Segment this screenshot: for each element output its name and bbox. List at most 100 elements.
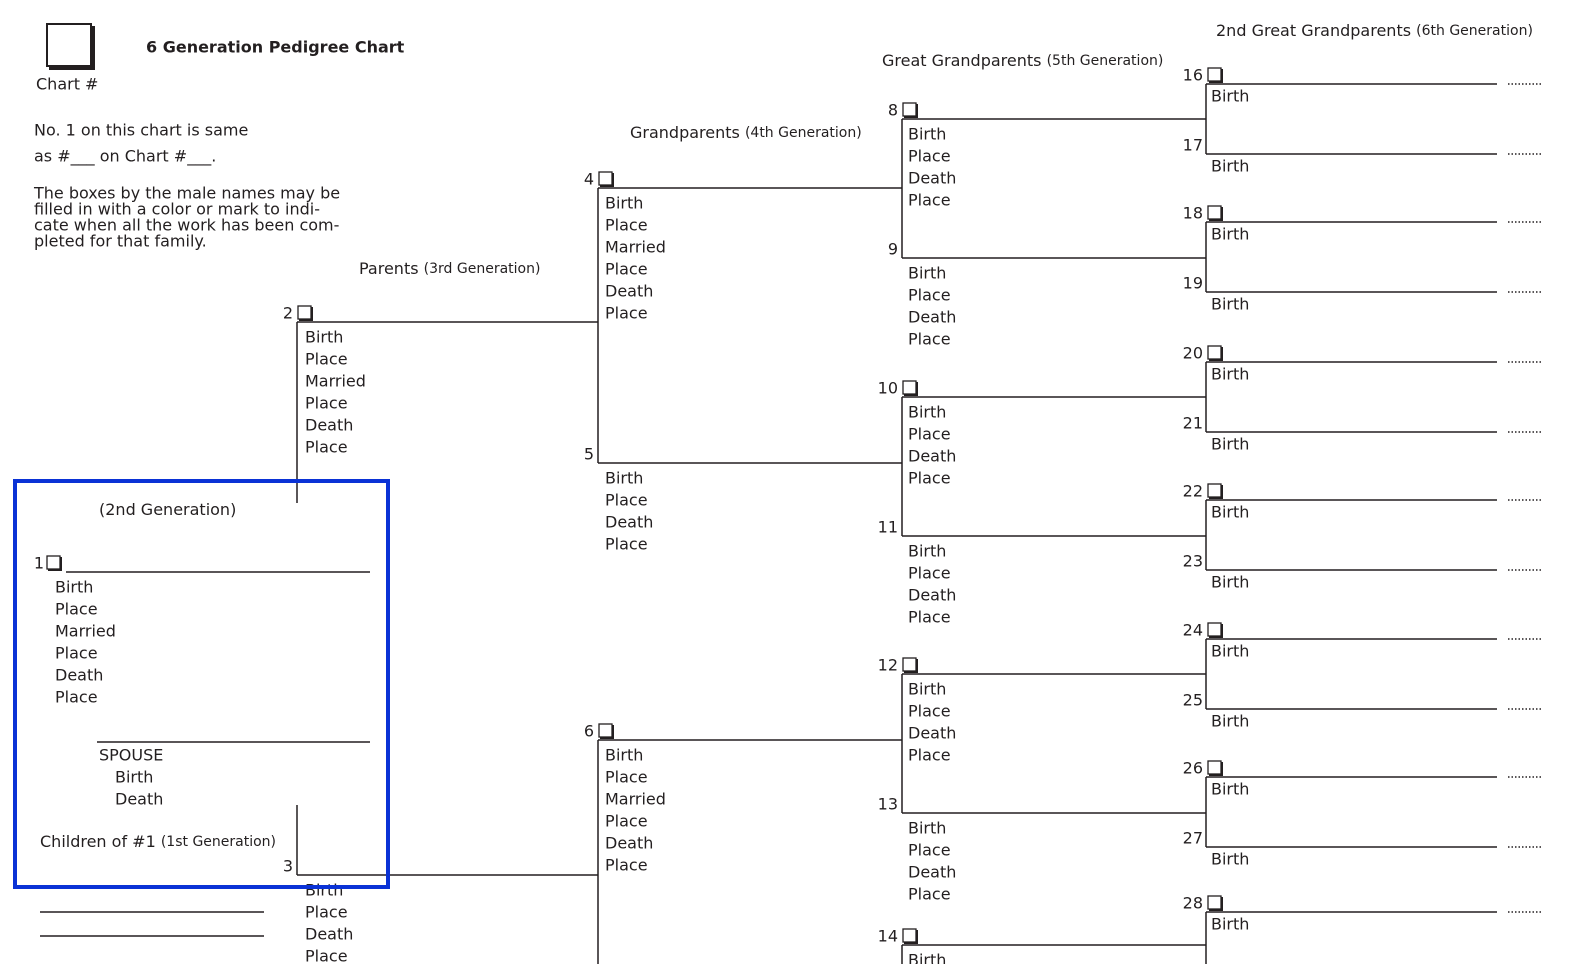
field-label: Place — [305, 394, 348, 413]
field-label: Birth — [1211, 295, 1249, 314]
person-number: 5 — [584, 445, 594, 464]
checkbox[interactable] — [902, 928, 917, 943]
field-label: Death — [305, 416, 353, 435]
person-number: 24 — [1183, 621, 1203, 640]
person-number: 27 — [1183, 829, 1203, 848]
field-label: Place — [605, 535, 648, 554]
person-number: 13 — [878, 795, 898, 814]
person-number: 23 — [1183, 552, 1203, 571]
checkbox-shadow — [904, 930, 918, 944]
checkbox[interactable] — [297, 305, 312, 320]
checkbox-shadow — [1209, 762, 1223, 776]
field-label: Birth — [908, 951, 946, 964]
field-label: Place — [605, 768, 648, 787]
field-label: Place — [605, 304, 648, 323]
checkbox[interactable] — [1207, 345, 1222, 360]
spouse-field: Death — [115, 790, 163, 809]
field-label: Death — [605, 513, 653, 532]
field-label: Death — [908, 169, 956, 188]
field-label: Place — [908, 147, 951, 166]
person-number: 17 — [1183, 136, 1203, 155]
field-label: Place — [908, 330, 951, 349]
checkbox-shadow — [904, 659, 918, 673]
instruction-line: cate when all the work has been com- — [34, 216, 339, 235]
checkbox[interactable] — [598, 723, 613, 738]
spouse-field: Birth — [115, 768, 153, 787]
checkbox-shadow — [1209, 347, 1223, 361]
field-label: Birth — [908, 125, 946, 144]
field-label: Death — [908, 447, 956, 466]
page-title: 6 Generation Pedigree Chart — [146, 38, 405, 57]
note-line: No. 1 on this chart is same — [34, 121, 248, 140]
field-label: Married — [605, 790, 666, 809]
field-label: Birth — [908, 680, 946, 699]
field-label: Death — [55, 666, 103, 685]
person-number: 2 — [283, 304, 293, 323]
generation-label: Children of #1 — [40, 832, 156, 851]
checkbox[interactable] — [1207, 483, 1222, 498]
field-label: Birth — [1211, 915, 1249, 934]
chart-number-label: Chart # — [36, 75, 98, 94]
checkbox[interactable] — [902, 657, 917, 672]
person-number: 11 — [878, 518, 898, 537]
field-label: Birth — [908, 819, 946, 838]
field-label: Birth — [908, 542, 946, 561]
person-number: 14 — [878, 927, 898, 946]
field-label: Birth — [1211, 157, 1249, 176]
field-label: Place — [908, 469, 951, 488]
generation-sub: (4th Generation) — [745, 125, 862, 141]
checkbox[interactable] — [598, 171, 613, 186]
field-label: Birth — [605, 746, 643, 765]
field-label: Place — [305, 438, 348, 457]
generation-heading: (2nd Generation) — [99, 500, 236, 519]
checkbox-shadow — [1209, 485, 1223, 499]
field-label: Birth — [1211, 365, 1249, 384]
checkbox-shadow — [299, 307, 313, 321]
checkbox-shadow — [600, 173, 614, 187]
checkbox-shadow — [1209, 69, 1223, 83]
person-number: 9 — [888, 240, 898, 259]
checkbox[interactable] — [1207, 622, 1222, 637]
field-label: Birth — [55, 578, 93, 597]
field-label: Death — [908, 308, 956, 327]
generation-heading: Parents (3rd Generation) — [359, 259, 540, 278]
field-label: Death — [908, 724, 956, 743]
instruction-line: The boxes by the male names may be — [33, 184, 340, 203]
field-label: Birth — [1211, 87, 1249, 106]
checkbox-shadow — [904, 382, 918, 396]
field-label: Place — [908, 746, 951, 765]
field-label: Place — [908, 702, 951, 721]
field-label: Birth — [1211, 573, 1249, 592]
field-label: Married — [605, 238, 666, 257]
checkbox-shadow — [1209, 207, 1223, 221]
person-number: 18 — [1183, 204, 1203, 223]
field-label: Married — [305, 372, 366, 391]
field-label: Death — [908, 586, 956, 605]
person-number: 8 — [888, 101, 898, 120]
instruction-line: filled in with a color or mark to indi- — [34, 200, 320, 219]
checkbox[interactable] — [902, 380, 917, 395]
generation-sub: (5th Generation) — [1047, 53, 1164, 69]
checkbox[interactable] — [1207, 760, 1222, 775]
field-label: Place — [55, 688, 98, 707]
checkbox-shadow — [1209, 624, 1223, 638]
checkbox[interactable] — [1207, 895, 1222, 910]
field-label: Birth — [305, 328, 343, 347]
field-label: Birth — [305, 881, 343, 900]
checkbox[interactable] — [1207, 205, 1222, 220]
checkbox[interactable] — [1207, 67, 1222, 82]
checkbox-shadow — [48, 557, 62, 571]
field-label: Married — [55, 622, 116, 641]
field-label: Place — [908, 286, 951, 305]
field-label: Place — [305, 350, 348, 369]
checkbox[interactable] — [46, 555, 61, 570]
generation-sub: (1st Generation) — [161, 834, 276, 850]
generation-sub: (6th Generation) — [1416, 23, 1533, 39]
field-label: Place — [908, 841, 951, 860]
field-label: Place — [908, 564, 951, 583]
field-label: Death — [908, 863, 956, 882]
person-number: 19 — [1183, 274, 1203, 293]
generation-label: (2nd Generation) — [99, 500, 236, 519]
checkbox[interactable] — [902, 102, 917, 117]
